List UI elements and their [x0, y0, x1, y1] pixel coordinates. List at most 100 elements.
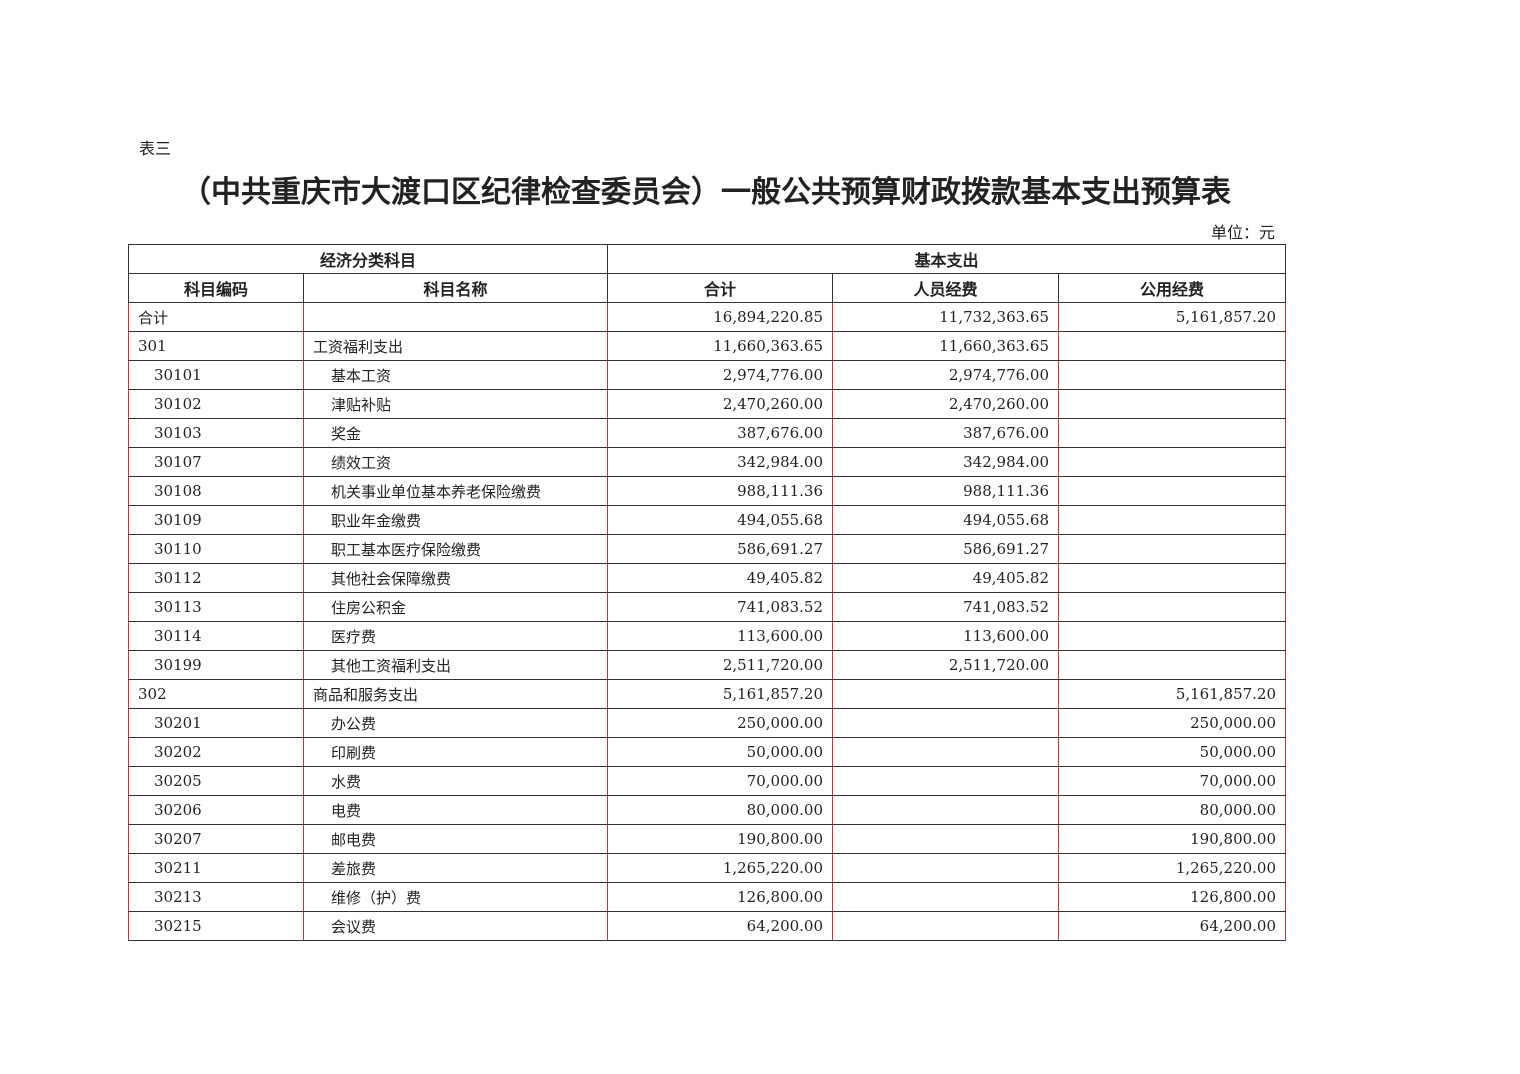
total-cell: 250,000.00	[607, 708, 834, 738]
table-row: 30205 水费 70,000.00 70,000.00	[128, 766, 1287, 796]
public-cell: 50,000.00	[1058, 737, 1287, 767]
public-cell	[1058, 360, 1287, 390]
public-cell	[1058, 505, 1287, 535]
personnel-cell: 586,691.27	[832, 534, 1060, 564]
table-row: 301 工资福利支出 11,660,363.65 11,660,363.65	[128, 331, 1287, 361]
personnel-cell	[832, 882, 1060, 912]
name-cell: 邮电费	[302, 824, 609, 854]
public-cell	[1058, 621, 1287, 651]
public-cell	[1058, 650, 1287, 680]
name-cell: 工资福利支出	[302, 331, 609, 361]
public-cell	[1058, 534, 1287, 564]
table-row: 302 商品和服务支出 5,161,857.20 5,161,857.20	[128, 679, 1287, 709]
name-cell: 电费	[302, 795, 609, 825]
personnel-cell: 2,974,776.00	[832, 360, 1060, 390]
name-cell: 办公费	[302, 708, 609, 738]
personnel-cell: 11,732,363.65	[832, 302, 1060, 332]
total-cell: 988,111.36	[607, 476, 834, 506]
personnel-cell: 494,055.68	[832, 505, 1060, 535]
public-cell: 80,000.00	[1058, 795, 1287, 825]
table-row: 30201 办公费 250,000.00 250,000.00	[128, 708, 1287, 738]
header-basic-expenditure: 基本支出	[607, 244, 1287, 274]
table-row: 30199 其他工资福利支出 2,511,720.00 2,511,720.00	[128, 650, 1287, 680]
table-row: 30206 电费 80,000.00 80,000.00	[128, 795, 1287, 825]
public-cell: 250,000.00	[1058, 708, 1287, 738]
name-cell: 印刷费	[302, 737, 609, 767]
table-row: 30110 职工基本医疗保险缴费 586,691.27 586,691.27	[128, 534, 1287, 564]
table-row: 30108 机关事业单位基本养老保险缴费 988,111.36 988,111.36	[128, 476, 1287, 506]
public-cell	[1058, 389, 1287, 419]
total-cell: 113,600.00	[607, 621, 834, 651]
table-row: 合计 16,894,220.85 11,732,363.65 5,161,857.20	[128, 302, 1287, 332]
personnel-cell	[832, 911, 1060, 941]
total-cell: 64,200.00	[607, 911, 834, 941]
code-cell: 302	[128, 679, 304, 709]
code-cell: 30113	[128, 592, 304, 622]
total-cell: 126,800.00	[607, 882, 834, 912]
personnel-cell: 988,111.36	[832, 476, 1060, 506]
public-cell: 70,000.00	[1058, 766, 1287, 796]
name-cell: 奖金	[302, 418, 609, 448]
code-cell: 30213	[128, 882, 304, 912]
page-title: （中共重庆市大渡口区纪律检查委员会）一般公共预算财政拨款基本支出预算表	[181, 175, 1231, 210]
personnel-cell	[832, 795, 1060, 825]
public-cell: 5,161,857.20	[1058, 302, 1287, 332]
public-cell: 64,200.00	[1058, 911, 1287, 941]
personnel-cell	[832, 853, 1060, 883]
unit-label: 单位：元	[1210, 223, 1275, 242]
name-cell: 住房公积金	[302, 592, 609, 622]
public-cell	[1058, 447, 1287, 477]
table-row: 30213 维修（护）费 126,800.00 126,800.00	[128, 882, 1287, 912]
total-cell: 49,405.82	[607, 563, 834, 593]
code-cell: 30201	[128, 708, 304, 738]
code-cell: 30215	[128, 911, 304, 941]
code-cell: 30207	[128, 824, 304, 854]
personnel-cell: 11,660,363.65	[832, 331, 1060, 361]
total-cell: 190,800.00	[607, 824, 834, 854]
code-cell: 30112	[128, 563, 304, 593]
table-row: 30207 邮电费 190,800.00 190,800.00	[128, 824, 1287, 854]
name-cell: 水费	[302, 766, 609, 796]
total-cell: 50,000.00	[607, 737, 834, 767]
header-economic-classification: 经济分类科目	[127, 244, 609, 274]
personnel-cell: 2,470,260.00	[832, 389, 1060, 419]
code-cell: 30205	[128, 766, 304, 796]
name-cell: 津贴补贴	[302, 389, 609, 419]
name-cell: 绩效工资	[302, 447, 609, 477]
personnel-cell: 49,405.82	[832, 563, 1060, 593]
personnel-cell: 113,600.00	[832, 621, 1060, 651]
name-cell: 医疗费	[302, 621, 609, 651]
total-cell: 16,894,220.85	[607, 302, 834, 332]
total-cell: 494,055.68	[607, 505, 834, 535]
table-row: 30101 基本工资 2,974,776.00 2,974,776.00	[128, 360, 1287, 390]
total-cell: 80,000.00	[607, 795, 834, 825]
total-cell: 2,511,720.00	[607, 650, 834, 680]
name-cell: 职业年金缴费	[302, 505, 609, 535]
personnel-cell: 387,676.00	[832, 418, 1060, 448]
code-cell: 30199	[128, 650, 304, 680]
total-cell: 5,161,857.20	[607, 679, 834, 709]
table-row: 30202 印刷费 50,000.00 50,000.00	[128, 737, 1287, 767]
code-cell: 30114	[128, 621, 304, 651]
name-cell	[302, 302, 609, 332]
name-cell: 差旅费	[302, 853, 609, 883]
code-cell: 30103	[128, 418, 304, 448]
total-cell: 11,660,363.65	[607, 331, 834, 361]
public-cell	[1058, 331, 1287, 361]
public-cell: 190,800.00	[1058, 824, 1287, 854]
public-cell	[1058, 418, 1287, 448]
code-cell: 30101	[128, 360, 304, 390]
name-cell: 其他工资福利支出	[302, 650, 609, 680]
personnel-cell	[832, 737, 1060, 767]
table-row: 30107 绩效工资 342,984.00 342,984.00	[128, 447, 1287, 477]
code-cell: 30107	[128, 447, 304, 477]
personnel-cell: 2,511,720.00	[832, 650, 1060, 680]
public-cell: 5,161,857.20	[1058, 679, 1287, 709]
total-cell: 1,265,220.00	[607, 853, 834, 883]
table-row: 30103 奖金 387,676.00 387,676.00	[128, 418, 1287, 448]
code-cell: 合计	[128, 302, 304, 332]
code-cell: 30202	[128, 737, 304, 767]
total-cell: 586,691.27	[607, 534, 834, 564]
header-personnel: 人员经费	[832, 273, 1060, 303]
code-cell: 301	[128, 331, 304, 361]
